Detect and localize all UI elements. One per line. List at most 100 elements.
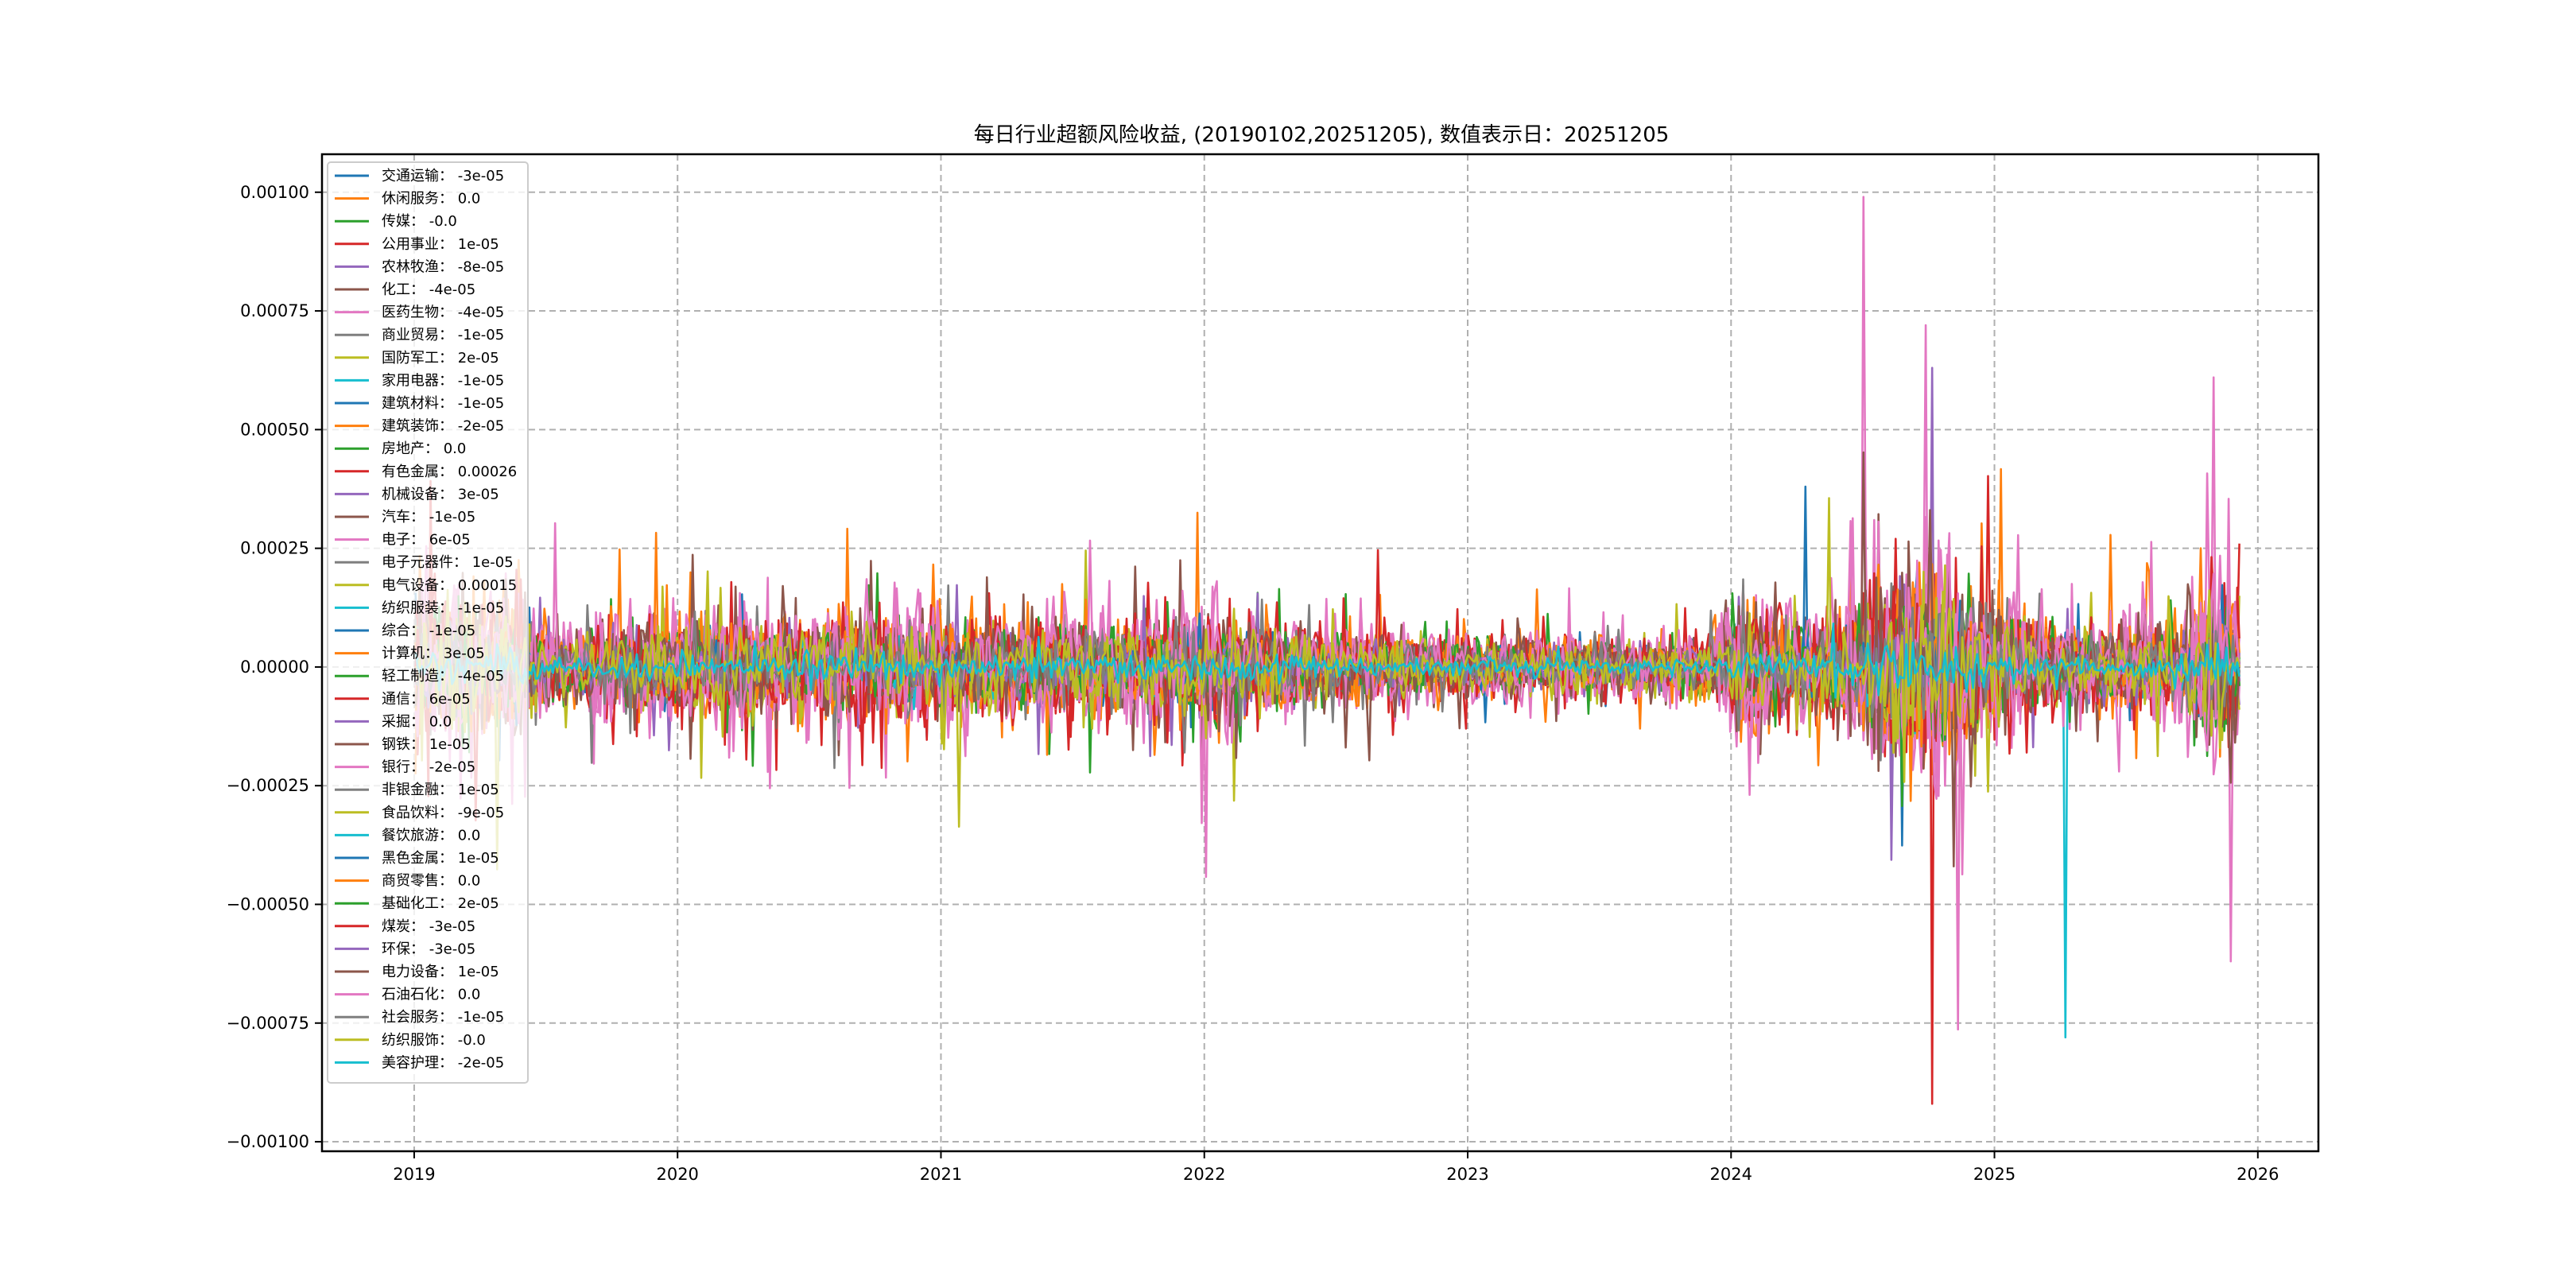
legend-separator: ：: [439, 827, 458, 844]
legend-series-value: -4e-05: [458, 305, 504, 321]
legend-separator: ：: [425, 440, 444, 457]
y-tick-label: 0.00000: [240, 658, 309, 677]
legend-separator: ：: [439, 850, 458, 867]
legend-series-name: 非银金融: [382, 782, 439, 798]
legend-series-name: 建筑装饰: [382, 418, 439, 435]
legend-series-value: 1e-05: [458, 850, 499, 867]
legend-series-value: -3e-05: [458, 168, 504, 184]
legend-label: 黑色金属： 1e-05: [382, 850, 499, 867]
legend-separator: ：: [439, 395, 458, 412]
legend-separator: ：: [439, 168, 458, 184]
legend-series-value: 0.0: [444, 440, 467, 457]
legend-series-value: 1e-05: [458, 236, 499, 253]
legend-series-value: 1e-05: [429, 736, 471, 753]
legend-separator: ：: [439, 668, 458, 685]
legend-label: 农林牧渔： -8e-05: [382, 258, 504, 275]
legend-item: 综合： -1e-05: [335, 623, 475, 639]
legend-series-name: 社会服务: [382, 1009, 439, 1026]
legend-label: 综合： -1e-05: [382, 623, 475, 639]
legend-item: 纺织服装： -1e-05: [335, 599, 504, 616]
legend-box: [327, 161, 529, 1084]
x-tick-label: 2019: [393, 1165, 435, 1184]
legend-series-name: 电子: [382, 532, 410, 549]
legend-series-value: -2e-05: [458, 1054, 504, 1071]
legend-label: 社会服务： -1e-05: [382, 1009, 504, 1026]
legend-series-value: 1e-05: [458, 964, 499, 980]
y-tick-label: 0.00050: [240, 420, 309, 439]
legend-item: 基础化工： 2e-05: [335, 895, 499, 912]
legend-series-name: 休闲服务: [382, 191, 439, 208]
legend-label: 采掘： 0.0: [382, 713, 452, 730]
legend-label: 电气设备： 0.00015: [382, 577, 517, 594]
legend-series-name: 汽车: [382, 509, 410, 526]
legend-item: 电气设备： 0.00015: [335, 577, 517, 594]
legend-label: 化工： -4e-05: [382, 281, 475, 298]
legend-series-name: 计算机: [382, 646, 425, 662]
legend-series-name: 电子元器件: [382, 554, 453, 571]
legend-series-value: 3e-05: [444, 646, 485, 662]
series-line-40: [414, 622, 2240, 699]
legend-series-value: -4e-05: [429, 281, 475, 298]
legend-series-name: 煤炭: [382, 918, 410, 935]
legend-series-value: 0.0: [458, 191, 481, 208]
legend-label: 基础化工： 2e-05: [382, 895, 499, 912]
legend-separator: ：: [439, 782, 458, 798]
legend-separator: ：: [410, 691, 429, 708]
legend-label: 传媒： -0.0: [382, 213, 457, 230]
legend-label: 钢铁： 1e-05: [382, 736, 471, 753]
legend-item: 机械设备： 3e-05: [335, 486, 499, 502]
legend-item: 轻工制造： -4e-05: [335, 668, 504, 685]
legend-series-name: 国防军工: [382, 350, 439, 367]
legend-label: 餐饮旅游： 0.0: [382, 827, 480, 844]
legend-label: 银行： -2e-05: [382, 759, 475, 776]
legend-series-value: -3e-05: [429, 941, 475, 957]
legend-label: 轻工制造： -4e-05: [382, 668, 504, 685]
legend-separator: ：: [439, 350, 458, 367]
legend-label: 休闲服务： 0.0: [382, 191, 480, 208]
x-tick-label: 2021: [920, 1165, 962, 1184]
legend-series-name: 有色金属: [382, 464, 439, 480]
legend-label: 建筑装饰： -2e-05: [382, 418, 504, 435]
legend-series-value: -0.0: [429, 213, 457, 230]
legend-item: 家用电器： -1e-05: [335, 372, 504, 389]
legend-separator: ：: [439, 964, 458, 980]
axes-frame: [320, 153, 2320, 1153]
legend-series-name: 轻工制造: [382, 668, 439, 685]
legend-item: 电力设备： 1e-05: [335, 964, 499, 980]
legend-series-value: 6e-05: [429, 691, 471, 708]
legend-series-value: -1e-05: [458, 395, 504, 412]
y-tick-label: −0.00025: [227, 776, 309, 795]
legend-separator: ：: [439, 236, 458, 253]
legend-label: 非银金融： 1e-05: [382, 782, 499, 798]
legend-separator: ：: [439, 1009, 458, 1026]
legend-label: 家用电器： -1e-05: [382, 372, 504, 389]
legend-series-value: -1e-05: [429, 623, 475, 639]
legend-series-value: 0.0: [458, 987, 481, 1003]
legend-series-value: -9e-05: [458, 805, 504, 821]
legend-separator: ：: [439, 1032, 458, 1049]
legend-label: 美容护理： -2e-05: [382, 1054, 504, 1071]
legend-separator: ：: [410, 918, 429, 935]
legend-item: 煤炭： -3e-05: [335, 918, 475, 935]
legend-separator: ：: [439, 486, 458, 502]
legend-series-name: 纺织服饰: [382, 1032, 439, 1049]
y-axis: 0.00100 0.00075 0.00050 0.00025 0.00000 −0.00…: [227, 183, 322, 1151]
legend-item: 采掘： 0.0: [335, 713, 452, 730]
y-tick-label: −0.00050: [227, 894, 309, 914]
legend-series-name: 建筑材料: [382, 395, 439, 412]
x-tick-label: 2025: [1973, 1165, 2015, 1184]
legend-series-value: -8e-05: [458, 258, 504, 275]
legend-separator: ：: [410, 941, 429, 957]
chart-title: 每日行业超额风险收益, (20190102,20251205), 数值表示日：2…: [974, 123, 1670, 147]
series-line-39: [414, 570, 2240, 783]
legend-series-value: 0.0: [458, 827, 481, 844]
legend-item: 商贸零售： 0.0: [335, 873, 480, 890]
legend-label: 医药生物： -4e-05: [382, 305, 504, 321]
legend-item: 汽车： -1e-05: [335, 509, 475, 526]
legend-item: 电子元器件： 1e-05: [335, 554, 514, 571]
x-tick-label: 2024: [1710, 1165, 1752, 1184]
legend-series-value: 1e-05: [472, 554, 514, 571]
y-tick-label: 0.00100: [240, 183, 309, 202]
legend-series-value: -2e-05: [429, 759, 475, 776]
